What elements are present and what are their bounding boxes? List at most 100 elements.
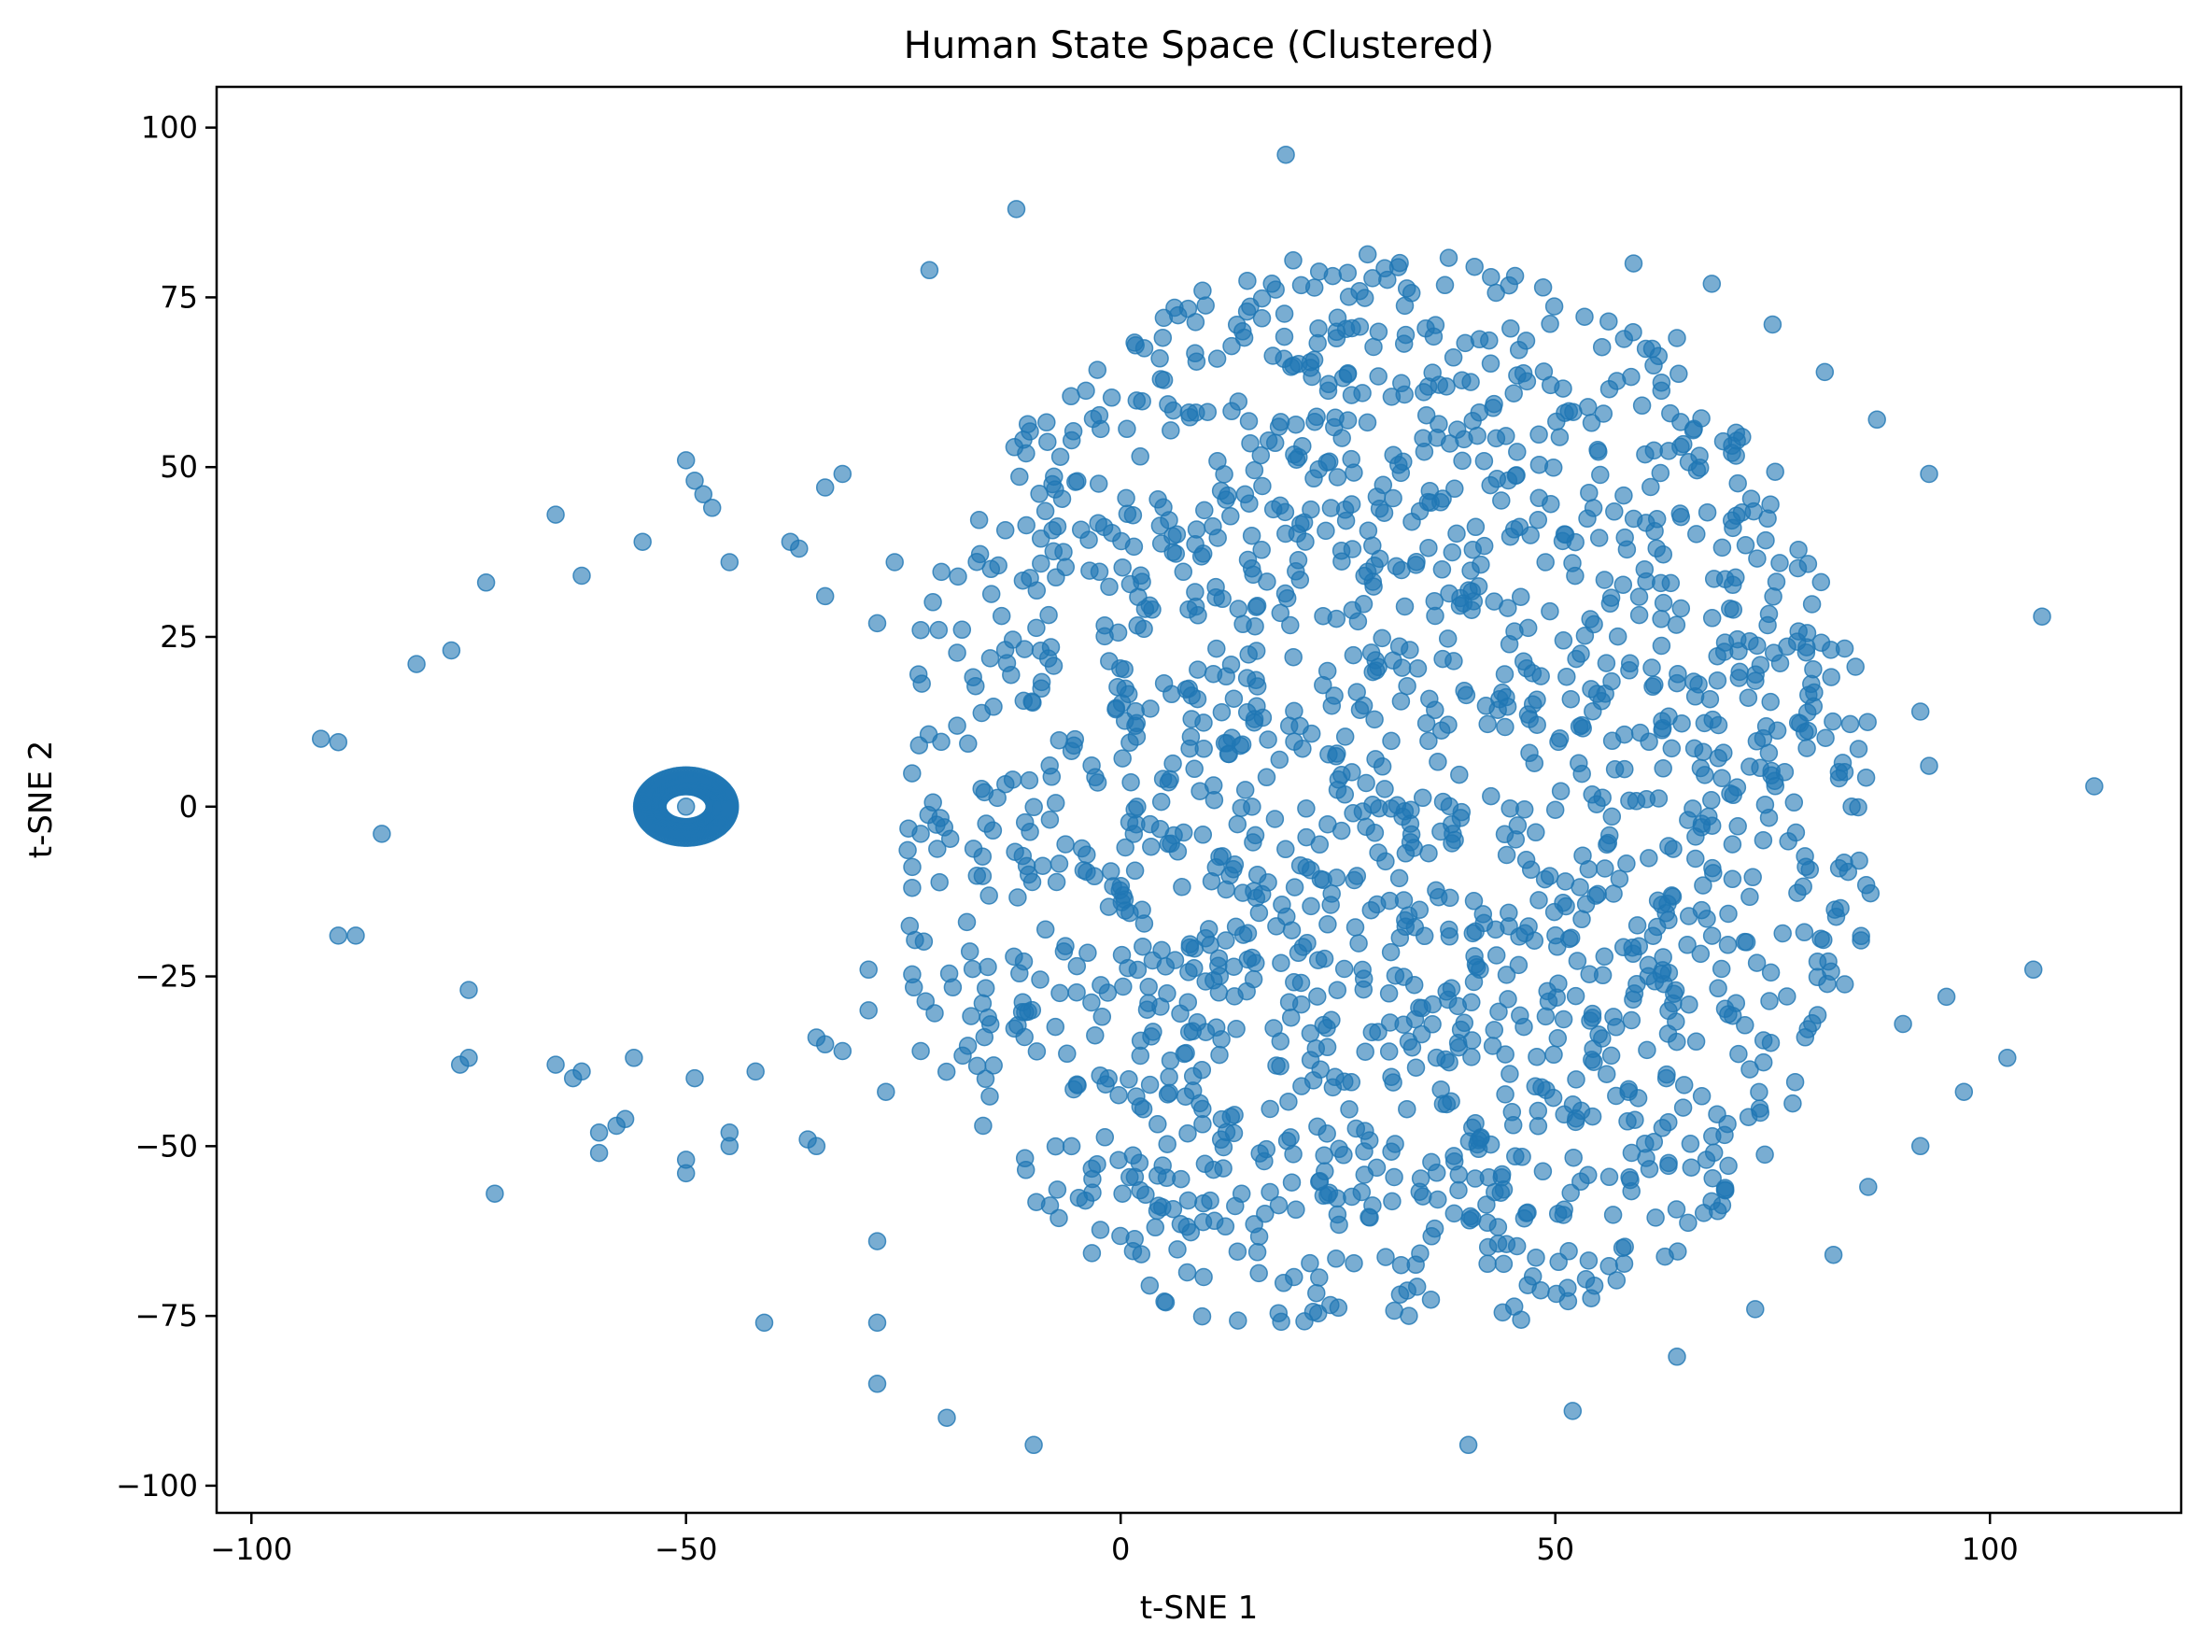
scatter-point	[1684, 419, 1703, 439]
scatter-point	[1185, 939, 1205, 958]
scatter-point	[1176, 1043, 1195, 1063]
scatter-point	[1684, 739, 1704, 758]
scatter-point	[1090, 562, 1109, 582]
scatter-point	[1702, 791, 1721, 810]
y-tick-label: −100	[116, 1468, 198, 1504]
scatter-point	[1208, 529, 1227, 547]
scatter-point	[1654, 593, 1673, 613]
scatter-point	[546, 1055, 565, 1074]
scatter-point	[1150, 349, 1169, 368]
scatter-point	[1271, 603, 1290, 623]
scatter-point	[1659, 1112, 1678, 1132]
scatter-point	[1373, 628, 1391, 648]
scatter-point	[1192, 1306, 1212, 1326]
scatter-point	[1287, 415, 1305, 434]
scatter-point	[1193, 1115, 1212, 1134]
scatter-point	[676, 798, 696, 816]
scatter-point	[1237, 669, 1257, 687]
scatter-point	[1447, 524, 1466, 544]
scatter-point	[1101, 862, 1120, 881]
scatter-point	[1058, 1044, 1077, 1064]
scatter-point	[1627, 916, 1647, 935]
scatter-point	[1128, 960, 1148, 980]
scatter-point	[1534, 362, 1554, 381]
scatter-point	[1466, 517, 1486, 537]
scatter-point	[1718, 936, 1738, 954]
scatter-point	[1629, 605, 1649, 625]
scatter-point	[1597, 654, 1616, 672]
scatter-point	[1545, 800, 1565, 819]
scatter-point	[904, 978, 923, 997]
scatter-point	[1151, 370, 1171, 388]
scatter-point	[975, 1027, 994, 1047]
scatter-point	[1338, 411, 1358, 430]
scatter-point	[1317, 661, 1337, 681]
scatter-point	[1288, 524, 1307, 544]
scatter-point	[1779, 832, 1797, 851]
scatter-point	[1478, 1237, 1498, 1257]
scatter-point	[1125, 861, 1145, 881]
scatter-point	[1355, 289, 1374, 307]
scatter-point	[1722, 511, 1741, 530]
scatter-point	[1164, 826, 1183, 845]
scatter-point	[1108, 677, 1127, 697]
scatter-point	[459, 981, 478, 999]
scatter-point	[1391, 463, 1411, 483]
scatter-point	[1516, 332, 1536, 350]
scatter-point	[1719, 904, 1738, 924]
scatter-point	[1910, 1137, 1930, 1156]
scatter-point	[1330, 1139, 1348, 1159]
scatter-point	[1708, 671, 1727, 690]
scatter-point	[1700, 689, 1720, 709]
scatter-point	[1181, 727, 1201, 746]
scatter-point	[1824, 712, 1842, 731]
scatter-point	[1079, 530, 1098, 549]
scatter-point	[1721, 784, 1740, 803]
scatter-point	[973, 994, 993, 1013]
scatter-point	[1140, 1276, 1160, 1295]
scatter-point	[1131, 1031, 1150, 1051]
scatter-point	[1275, 584, 1295, 603]
chart-title: Human State Space (Clustered)	[904, 24, 1494, 67]
scatter-point	[1464, 892, 1484, 911]
scatter-point	[1489, 1002, 1508, 1022]
scatter-point	[1835, 975, 1854, 994]
scatter-point	[1789, 622, 1808, 641]
y-tick-label: −25	[134, 959, 198, 995]
scatter-point	[1285, 1267, 1303, 1287]
scatter-point	[1195, 501, 1214, 520]
scatter-point	[1390, 1285, 1410, 1305]
scatter-point	[1617, 854, 1636, 873]
scatter-point	[979, 886, 998, 905]
scatter-point	[1310, 1171, 1330, 1191]
scatter-point	[1449, 1038, 1469, 1057]
scatter-point	[1194, 1267, 1213, 1287]
scatter-point	[1094, 517, 1114, 537]
scatter-point	[1067, 982, 1086, 1002]
scatter-point	[1050, 854, 1069, 873]
scatter-point	[1954, 1082, 1974, 1101]
scatter-point	[1204, 1160, 1223, 1179]
scatter-point	[1256, 1204, 1275, 1223]
scatter-point	[1027, 618, 1046, 638]
scatter-point	[1694, 1204, 1713, 1222]
scatter-point	[1736, 1016, 1754, 1035]
scatter-point	[1340, 1100, 1359, 1119]
plot-frame	[215, 85, 2183, 1515]
scatter-point	[1547, 988, 1566, 1007]
scatter-point	[923, 793, 942, 812]
scatter-point	[1010, 964, 1029, 983]
scatter-point	[1188, 1013, 1207, 1032]
scatter-point	[1758, 615, 1777, 635]
scatter-point	[1564, 1148, 1583, 1167]
scatter-point	[1729, 1044, 1748, 1064]
scatter-point	[1269, 1304, 1289, 1322]
scatter-point	[1239, 412, 1259, 431]
scatter-point	[589, 1143, 609, 1163]
scatter-point	[1682, 1158, 1701, 1177]
scatter-point	[1174, 562, 1193, 582]
scatter-point	[1249, 1264, 1268, 1283]
scatter-point	[1773, 924, 1792, 943]
scatter-point	[1281, 615, 1300, 635]
scatter-point	[1040, 810, 1060, 829]
